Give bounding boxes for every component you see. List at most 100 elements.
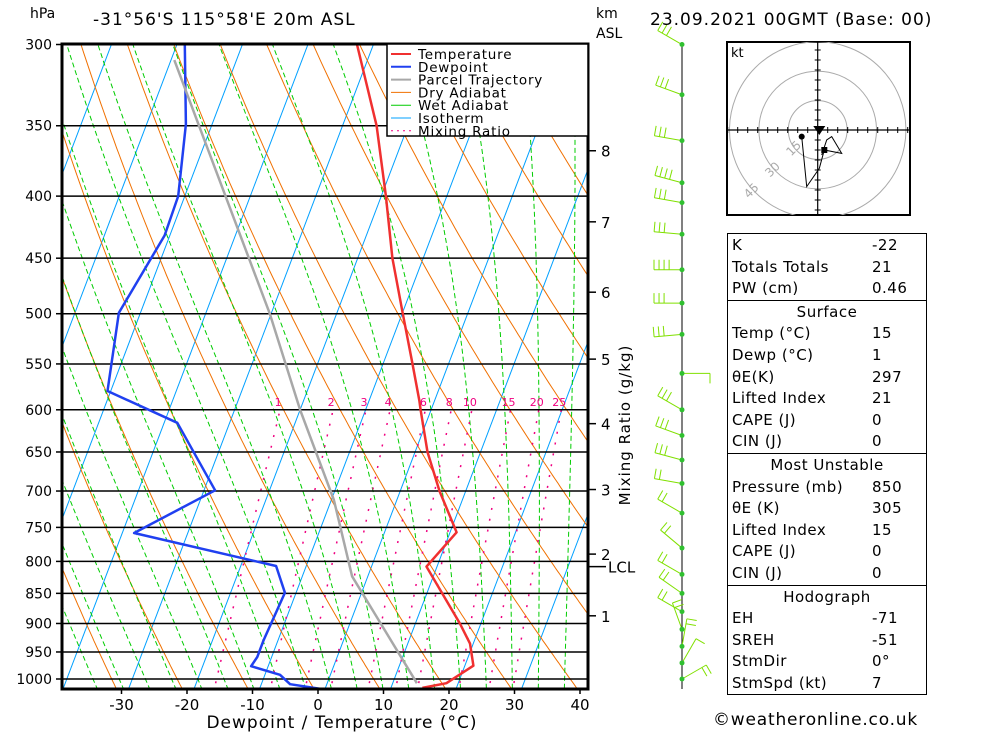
x-axis-label: Dewpoint / Temperature (°C): [206, 713, 477, 733]
wind-barb: [681, 664, 707, 680]
index-row: Dewp (°C) 1: [732, 345, 926, 367]
isotherm-line: [62, 44, 309, 689]
pressure-tick-label: 300: [25, 38, 52, 54]
wet-adiabat-line: [62, 413, 177, 689]
x-tick-label: 0: [313, 696, 323, 714]
section-title: Hodograph: [783, 587, 871, 606]
wind-barb-flag: [695, 638, 705, 645]
legend-item: Dry Adiabat: [418, 85, 507, 101]
wet-adiabat-line: [398, 44, 487, 689]
wind-barb-flag: [663, 222, 666, 233]
wind-barb-flag: [663, 127, 667, 138]
wind-barb-flag: [705, 664, 712, 674]
index-value: 0: [872, 563, 883, 582]
isotherm-line: [258, 44, 506, 689]
wind-barb-flag: [654, 442, 659, 453]
km-tick-label: 6: [601, 284, 611, 302]
index-row: EH -71: [732, 608, 926, 630]
wind-barb: [657, 498, 683, 514]
isotherm-line: [455, 340, 588, 689]
index-value: 0°: [872, 652, 891, 671]
mixing-ratio-label: 6: [420, 396, 427, 409]
index-label: StmDir: [732, 652, 787, 671]
wind-barb-dot: [679, 676, 685, 682]
wind-barbs: [652, 21, 712, 689]
wind-barb-dot: [679, 92, 685, 98]
wind-barb-dot: [679, 571, 685, 577]
mixing-ratio-line: [304, 409, 367, 689]
index-value: 21: [872, 389, 893, 408]
index-row: CIN (J) 0: [732, 563, 926, 585]
wind-barb-dot: [679, 457, 685, 463]
mixing-ratio-line: [367, 409, 427, 689]
pressure-tick-label: 950: [25, 645, 52, 661]
mixing-ratio-line: [488, 409, 540, 689]
wet-adiabat-line: [62, 199, 255, 689]
legend-box: [386, 43, 589, 137]
index-label: Temp (°C): [732, 324, 811, 343]
wind-barb-flag: [662, 325, 665, 336]
index-value: 297: [872, 367, 903, 386]
index-value: 7: [872, 673, 883, 692]
index-row: θE(K) 297: [732, 367, 926, 389]
index-row: PW (cm) 0.46: [732, 278, 926, 300]
pressure-tick-label: 900: [25, 616, 52, 632]
dry-adiabat-line: [219, 44, 579, 689]
wet-adiabat-line: [332, 44, 461, 689]
wind-barb-flag: [685, 623, 696, 627]
indices-table: K -22 Totals Totals 21 PW (cm) 0.46 Surface…: [727, 233, 927, 696]
wind-barb-flag: [666, 391, 672, 402]
wind-barb: [654, 231, 683, 235]
pressure-unit-label: hPa: [30, 6, 56, 22]
wind-barb-flag: [652, 326, 655, 337]
isotherm-line: [520, 512, 588, 689]
wind-barb-flag: [660, 522, 668, 531]
index-value: -51: [872, 630, 898, 649]
dry-adiabat-line: [358, 44, 588, 443]
pressure-tick-label: 450: [25, 251, 52, 267]
index-label: K: [732, 236, 743, 254]
dewpoint-line: [106, 44, 329, 689]
wind-barb-dot: [679, 480, 685, 486]
pressure-tick-label: 550: [25, 357, 52, 373]
dry-adiabat-line: [995, 27, 1000, 705]
wind-barb-dot: [679, 42, 685, 48]
index-label: CAPE (J): [732, 410, 797, 429]
copyright-link[interactable]: ©weatheronline.co.uk: [713, 710, 919, 730]
wind-barb-dot: [679, 331, 685, 337]
pressure-tick-label: 700: [25, 484, 52, 500]
wet-adiabat-line: [132, 44, 358, 689]
isotherm-line: [62, 44, 178, 349]
wind-barb-flag: [658, 469, 662, 480]
index-row: CAPE (J) 0: [732, 541, 926, 563]
index-label: Lifted Index: [732, 520, 827, 539]
indices-box-most-unstable: Most Unstable Pressure (mb) 850 θE (K) 305 L…: [727, 452, 927, 585]
isotherm-line: [389, 167, 588, 689]
wind-barb-dot: [679, 660, 685, 666]
index-label: θE(K): [732, 367, 775, 386]
wet-adiabat-line: [62, 274, 229, 689]
km-label: km: [596, 6, 618, 22]
index-label: CIN (J): [732, 432, 783, 451]
dry-adiabat-line: [80, 44, 381, 689]
wind-barb: [655, 425, 683, 436]
wind-barb: [657, 597, 683, 613]
mixing-ratio-label: 2: [328, 396, 335, 409]
mixing-ratio-line: [458, 409, 512, 689]
x-tick-label: -10: [240, 696, 265, 714]
index-row: Lifted Index 15: [732, 520, 926, 542]
indices-box-hodograph: Hodograph EH -71 SREH -51 StmDir 0° StmSpd (kt…: [727, 584, 927, 696]
wind-barb-flag: [658, 222, 661, 233]
section-title: Surface: [796, 302, 858, 321]
dry-adiabat-line: [126, 44, 447, 689]
wind-barb-flag: [661, 389, 668, 399]
wind-barb-flag: [661, 591, 668, 601]
pressure-tick-label: 650: [25, 445, 52, 461]
wind-barb-flag: [672, 599, 682, 604]
index-row: Totals Totals 21: [732, 257, 926, 279]
wind-barb-flag: [657, 326, 660, 337]
wind-barb-flag: [655, 75, 660, 86]
km-tick-label: 3: [601, 482, 611, 500]
